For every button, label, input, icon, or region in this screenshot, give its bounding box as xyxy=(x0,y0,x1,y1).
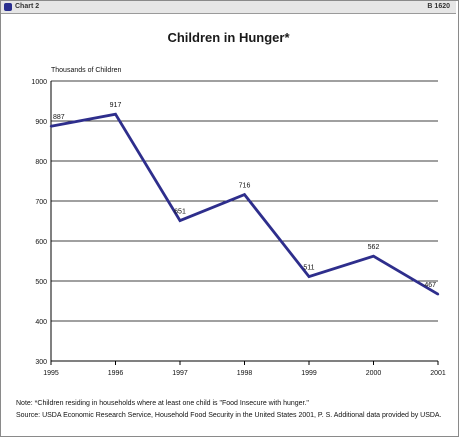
report-number: B 1620 xyxy=(427,3,450,10)
x-tick-label: 2001 xyxy=(430,370,446,377)
x-tick-label: 2000 xyxy=(366,370,382,377)
x-tick-label: 1997 xyxy=(172,370,188,377)
y-tick-label: 400 xyxy=(35,319,47,326)
y-tick-label: 500 xyxy=(35,279,47,286)
x-tick-label: 1998 xyxy=(237,370,253,377)
data-points xyxy=(49,113,440,296)
data-point xyxy=(436,293,440,296)
axes xyxy=(50,81,439,365)
y-tick-label: 900 xyxy=(35,119,47,126)
y-tick-label: 300 xyxy=(35,359,47,366)
note-text: Note: *Children residing in households w… xyxy=(16,400,309,407)
data-label: 511 xyxy=(303,265,314,272)
data-label: 917 xyxy=(110,102,122,109)
chart-number: Chart 2 xyxy=(15,3,40,10)
y-tick-labels: 300 400 500 600 700 800 900 1000 xyxy=(31,79,47,366)
data-label: 887 xyxy=(53,114,65,121)
chart-title: Children in Hunger* xyxy=(167,30,290,45)
data-labels: 887 917 651 716 511 562 467 xyxy=(53,102,436,289)
y-tick-label: 1000 xyxy=(31,79,47,86)
x-tick-label: 1995 xyxy=(43,370,59,377)
source-text: Source: USDA Economic Research Service, … xyxy=(16,412,442,419)
data-label: 716 xyxy=(239,183,251,190)
y-tick-label: 700 xyxy=(35,199,47,206)
gridlines xyxy=(51,80,438,322)
series xyxy=(50,112,439,296)
data-point xyxy=(372,255,375,258)
series-line xyxy=(50,112,439,296)
data-label: 651 xyxy=(174,209,186,216)
notes: Note: *Children residing in households w… xyxy=(16,398,454,422)
data-label: 562 xyxy=(368,244,380,251)
x-tick-label: 1999 xyxy=(301,370,317,377)
y-tick-label: 600 xyxy=(35,239,47,246)
data-point xyxy=(307,275,311,278)
data-label: 467 xyxy=(424,282,436,289)
data-point xyxy=(49,125,53,128)
data-point xyxy=(178,219,182,222)
header-bar: Chart 2 B 1620 xyxy=(1,1,456,14)
x-tick-label: 1996 xyxy=(108,370,124,377)
chart-badge-icon xyxy=(4,3,12,11)
data-point xyxy=(114,113,117,116)
y-axis-label: Thousands of Children xyxy=(51,67,122,74)
x-tick-labels: 1995 1996 1997 1998 1999 2000 2001 xyxy=(43,370,446,377)
data-point xyxy=(243,193,246,196)
y-tick-label: 800 xyxy=(35,159,47,166)
